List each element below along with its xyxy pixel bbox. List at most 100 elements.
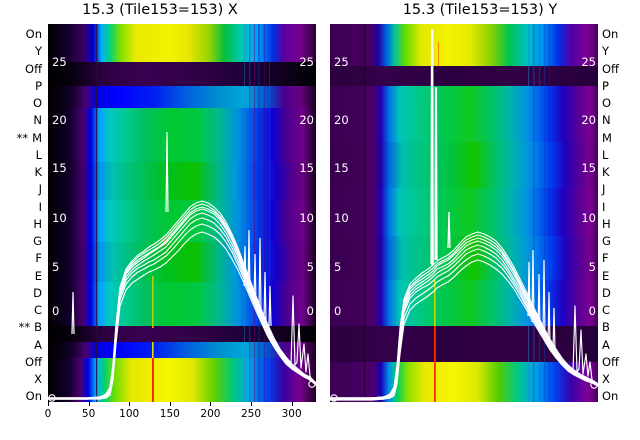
category-labels-left: On Y Off P O N ** M L K J I H G F E D C ** B A Off X On: [0, 24, 46, 402]
category-label-text: G: [602, 234, 611, 248]
category-label-right-k-8: K: [602, 165, 610, 179]
ytick-left-5: 5: [52, 260, 60, 274]
ytick-y-right-10: 10: [581, 211, 596, 225]
category-label-right-a-18: A: [602, 339, 610, 352]
category-label-text: M: [32, 130, 42, 145]
category-label-text: D: [33, 285, 42, 300]
category-label-right-l-7: L: [602, 149, 608, 162]
category-label-text: O: [32, 96, 42, 110]
category-label-text: On: [25, 389, 42, 404]
category-label-text: F: [602, 251, 609, 266]
heatmap-x-image: [48, 24, 316, 402]
ytick-y-right-5: 5: [588, 260, 596, 274]
category-label-right-off-2: Off: [602, 61, 619, 76]
category-label-text: B: [34, 320, 42, 335]
category-label-text: X: [602, 372, 610, 386]
category-label-left-b-17: ** B: [19, 320, 42, 335]
ytick-right-25: 25: [299, 55, 314, 69]
category-label-right-d-15: D: [602, 287, 611, 300]
category-label-text: G: [33, 234, 42, 248]
ytick-y-right-0: 0: [588, 304, 596, 318]
category-label-text: E: [34, 268, 42, 283]
category-label-text: On: [25, 27, 42, 41]
category-label-left-l-7: L: [36, 149, 42, 162]
ytick-left-20: 20: [52, 113, 67, 127]
category-label-left-j-9: J: [39, 184, 42, 196]
category-label-left-p-3: P: [35, 80, 42, 93]
ytick-y-right-15: 15: [581, 161, 596, 175]
xtick-mark-x-100: [129, 402, 131, 406]
category-label-text: I: [38, 199, 42, 214]
panel-x-title: 15.3 (Tile153=153) X: [82, 2, 238, 18]
heatmap-x[interactable]: 25 20 15 10 5 0 25 20 15 10 5 0: [48, 24, 316, 402]
category-label-text: P: [602, 78, 609, 93]
xtick-label-x-200: 200: [200, 408, 221, 420]
ytick-right-10: 10: [299, 211, 314, 225]
category-label-text: Off: [602, 354, 619, 369]
category-label-right-h-11: H: [602, 218, 611, 231]
category-label-left-x-20: X: [34, 372, 42, 386]
category-label-left-h-11: H: [33, 218, 42, 231]
category-label-left-m-6: ** M: [17, 130, 42, 145]
category-label-text: K: [602, 165, 610, 179]
ytick-y-right-20: 20: [581, 113, 596, 127]
category-label-left-d-15: D: [33, 285, 42, 300]
category-label-text: Off: [602, 61, 619, 76]
category-label-left-off-19: Off: [25, 356, 42, 369]
ytick-y-left-20: 20: [334, 113, 349, 127]
category-label-right-p-3: P: [602, 78, 609, 93]
category-label-left-off-2: Off: [25, 61, 42, 76]
xtick-mark-x-50: [88, 402, 90, 406]
xtick-label-x-300: 300: [281, 408, 302, 420]
category-label-right-off-19: Off: [602, 354, 619, 369]
category-label-text: A: [34, 337, 42, 352]
category-label-left-k-8: K: [34, 166, 42, 179]
xtick-mark-x-300: [291, 402, 293, 406]
category-label-text: Y: [602, 44, 610, 59]
category-label-text: C: [33, 303, 42, 317]
ytick-y-left-5: 5: [334, 260, 342, 274]
category-label-text: Off: [25, 61, 42, 76]
category-label-text: I: [602, 199, 606, 214]
category-label-text: B: [602, 320, 610, 335]
category-label-left-a-18: A: [34, 337, 42, 352]
category-label-text: X: [34, 372, 42, 386]
category-label-right-x-20: X: [602, 372, 610, 386]
category-label-left-e-14: E: [34, 268, 42, 283]
xtick-label-x-100: 100: [119, 408, 140, 420]
category-label-left-g-12: G: [33, 234, 42, 248]
ytick-right-0: 0: [306, 304, 314, 318]
category-label-text: F: [35, 251, 42, 266]
category-label-right-g-12: G: [602, 234, 611, 248]
xtick-label-x-150: 150: [159, 408, 180, 420]
ytick-y-left-0: 0: [334, 304, 342, 318]
heatmap-y[interactable]: 25 20 15 10 5 0 25 20 15 10 5 0: [330, 24, 598, 402]
category-label-text: E: [602, 268, 610, 283]
category-label-left-n-5: N: [33, 115, 42, 127]
category-label-text: J: [38, 182, 42, 197]
category-label-text: On: [602, 27, 619, 41]
category-label-right-on-0: On: [602, 27, 619, 41]
category-label-text: J: [602, 182, 606, 197]
xtick-mark-x-250: [251, 402, 253, 406]
ytick-left-25: 25: [52, 55, 67, 69]
xtick-label-x-50: 50: [81, 408, 96, 420]
category-label-right-n-5: N: [602, 115, 611, 127]
ytick-left-10: 10: [52, 211, 67, 225]
ytick-right-15: 15: [299, 161, 314, 175]
category-label-text: Y: [34, 44, 42, 59]
category-label-right-j-9: J: [602, 184, 605, 196]
category-labels-right: On Y Off P O N M L K J I H G F E D C B A Off X On: [598, 24, 640, 402]
category-label-text: O: [602, 96, 612, 110]
xtick-label-x-250: 250: [240, 408, 262, 420]
category-label-right-f-13: F: [602, 253, 609, 265]
category-label-left-o-4: O: [32, 96, 42, 110]
xtick-mark-x-150: [169, 402, 171, 406]
category-label-right-y-1: Y: [602, 46, 609, 58]
category-label-left-i-10: I: [38, 199, 42, 214]
category-label-text: M: [602, 130, 612, 145]
xtick-mark-x-0: [48, 402, 49, 406]
category-label-right-i-10: I: [602, 199, 606, 214]
xtick-label-x-0: 0: [44, 408, 52, 420]
